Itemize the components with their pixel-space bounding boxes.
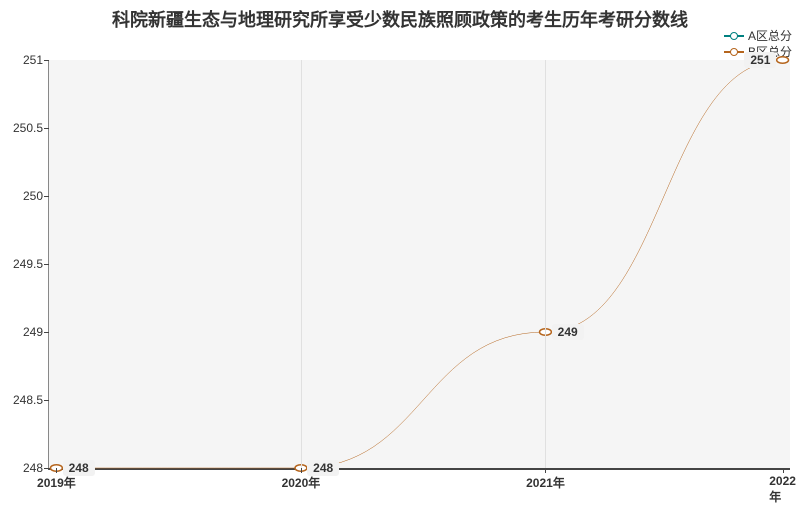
data-label: 248	[307, 460, 339, 476]
x-axis-label: 2022年	[769, 474, 796, 505]
y-axis-label: 249.5	[13, 257, 43, 271]
data-label: 251	[744, 52, 776, 68]
x-tick	[783, 468, 784, 473]
data-curve	[49, 60, 790, 468]
legend-item-a: A区总分	[724, 28, 792, 44]
data-label: 248	[63, 460, 95, 476]
x-grid	[301, 60, 302, 468]
y-axis-label: 248	[23, 461, 43, 475]
x-tick	[545, 468, 546, 473]
x-axis-label: 2021年	[526, 474, 565, 491]
y-tick	[44, 128, 49, 129]
plot-area: 248248.5249249.5250250.52512019年2020年202…	[48, 60, 790, 470]
x-grid	[545, 60, 546, 468]
line-chart: 科院新疆生态与地理研究所享受少数民族照顾政策的考生历年考研分数线 A区总分 B区…	[0, 0, 800, 500]
y-tick	[44, 196, 49, 197]
y-axis-label: 251	[23, 53, 43, 67]
y-axis-label: 249	[23, 325, 43, 339]
legend-swatch-a	[724, 35, 744, 37]
legend-swatch-b	[724, 51, 744, 53]
data-label: 249	[552, 324, 584, 340]
x-tick	[56, 468, 57, 473]
y-tick	[44, 400, 49, 401]
x-axis-label: 2019年	[37, 474, 76, 491]
x-tick	[301, 468, 302, 473]
y-tick	[44, 468, 49, 469]
y-tick	[44, 332, 49, 333]
legend-label-a: A区总分	[748, 28, 792, 44]
y-axis-label: 250.5	[13, 121, 43, 135]
y-axis-label: 250	[23, 189, 43, 203]
y-axis-label: 248.5	[13, 393, 43, 407]
chart-title: 科院新疆生态与地理研究所享受少数民族照顾政策的考生历年考研分数线	[112, 6, 688, 32]
y-tick	[44, 60, 49, 61]
x-axis-label: 2020年	[282, 474, 321, 491]
y-tick	[44, 264, 49, 265]
